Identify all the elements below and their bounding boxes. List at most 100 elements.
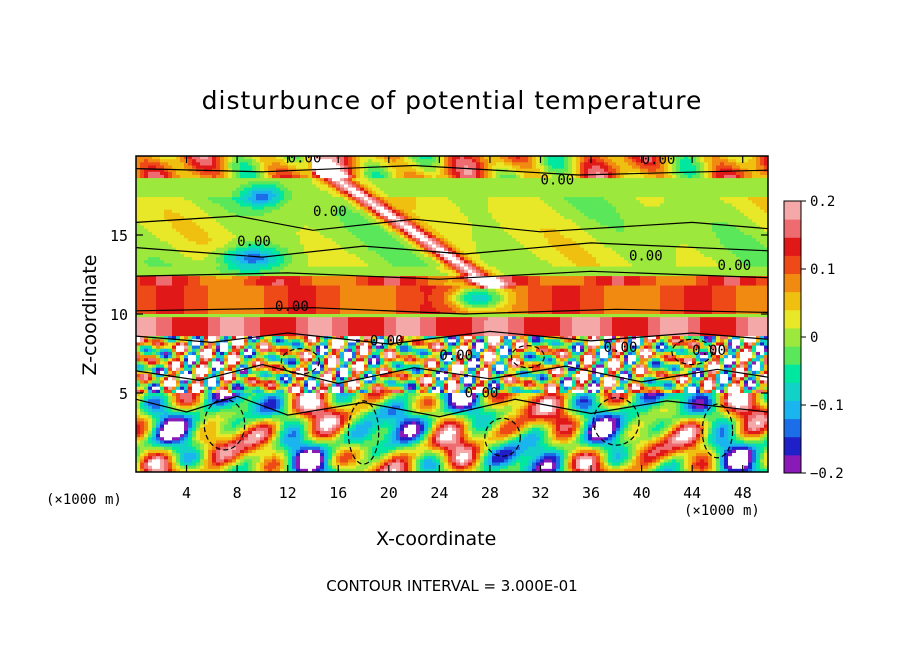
heatmap-cell <box>448 168 453 173</box>
heatmap-cell <box>232 209 237 214</box>
heatmap-cell <box>656 187 661 192</box>
heatmap-cell <box>456 174 461 179</box>
heatmap-cell <box>448 181 453 186</box>
heatmap-cell <box>540 238 545 242</box>
heatmap-cell <box>176 231 181 236</box>
heatmap-cell <box>700 187 705 192</box>
heatmap-cell <box>188 228 193 233</box>
heatmap-cell <box>224 184 229 189</box>
heatmap-cell <box>484 219 489 223</box>
heatmap-cell <box>476 209 481 214</box>
heatmap-cell <box>736 238 741 242</box>
heatmap-cell <box>376 193 381 198</box>
heatmap-cell <box>740 165 745 170</box>
heatmap-cell <box>492 178 497 182</box>
heatmap-cell <box>424 216 429 220</box>
heatmap-cell <box>180 206 185 211</box>
heatmap-cell <box>392 174 397 179</box>
heatmap-cell <box>220 235 225 239</box>
heatmap-cell <box>644 225 649 230</box>
heatmap-cell <box>432 159 437 163</box>
heatmap-cell <box>212 159 217 163</box>
heatmap-cell <box>356 231 361 236</box>
heatmap-cell <box>332 165 337 170</box>
heatmap-cell <box>308 253 313 258</box>
heatmap-cell <box>736 209 741 214</box>
heatmap-cell <box>696 159 701 163</box>
heatmap-cell <box>140 219 145 223</box>
heatmap-cell <box>368 181 373 186</box>
heatmap-cell <box>656 219 661 223</box>
heatmap-cell <box>460 193 465 198</box>
heatmap-cell <box>728 238 733 242</box>
heatmap-cell <box>392 244 397 249</box>
heatmap-cell <box>404 193 409 198</box>
heatmap-cell <box>752 238 757 242</box>
heatmap-cell <box>580 190 585 195</box>
heatmap-cell <box>608 187 613 192</box>
heatmap-cell <box>244 247 249 252</box>
heatmap-cell <box>344 181 349 186</box>
heatmap-cell <box>560 235 565 239</box>
heatmap-cell <box>364 225 369 230</box>
heatmap-cell <box>608 216 613 220</box>
heatmap-cell <box>176 212 181 217</box>
heatmap-cell <box>604 174 609 179</box>
heatmap-cell <box>184 231 189 236</box>
heatmap-cell <box>232 225 237 230</box>
heatmap-cell <box>756 219 761 223</box>
heatmap-cell <box>288 231 293 236</box>
heatmap-cell <box>692 228 697 233</box>
heatmap-cell <box>440 247 445 252</box>
heatmap-cell <box>652 178 657 182</box>
heatmap-cell <box>336 241 341 246</box>
heatmap-cell <box>736 206 741 211</box>
heatmap-cell <box>240 181 245 186</box>
heatmap-cell <box>636 187 641 192</box>
heatmap-cell <box>760 165 765 170</box>
heatmap-cell <box>280 190 285 195</box>
heatmap-cell <box>404 165 409 170</box>
heatmap-cell <box>424 235 429 239</box>
heatmap-cell <box>600 174 605 179</box>
heatmap-cell <box>624 212 629 217</box>
heatmap-cell <box>468 241 473 246</box>
heatmap-cell <box>692 193 697 198</box>
heatmap-cell <box>384 244 389 249</box>
heatmap-cell <box>616 241 621 246</box>
heatmap-cell <box>332 168 337 173</box>
heatmap-cell <box>760 231 765 236</box>
heatmap-cell <box>388 238 393 242</box>
heatmap-cell <box>696 206 701 211</box>
heatmap-cell <box>664 241 669 246</box>
heatmap-cell <box>148 159 153 163</box>
heatmap-cell <box>264 241 269 246</box>
heatmap-cell <box>444 241 449 246</box>
heatmap-cell <box>620 193 625 198</box>
heatmap-cell <box>516 187 521 192</box>
heatmap-cell <box>652 216 657 220</box>
heatmap-cell <box>628 187 633 192</box>
heatmap-cell <box>376 174 381 179</box>
heatmap-cell <box>576 193 581 198</box>
heatmap-cell <box>596 190 601 195</box>
heatmap-cell <box>568 247 573 252</box>
heatmap-cell <box>600 219 605 223</box>
heatmap-cell <box>532 171 537 176</box>
heatmap-cell <box>208 244 213 249</box>
heatmap-cell <box>496 209 501 214</box>
heatmap-cell <box>724 187 729 192</box>
heatmap-cell <box>560 190 565 195</box>
heatmap-cell <box>360 174 365 179</box>
heatmap-cell <box>744 206 749 211</box>
heatmap-cell <box>452 216 457 220</box>
heatmap-cell <box>260 247 265 252</box>
heatmap-cell <box>312 206 317 211</box>
heatmap-cell <box>568 200 573 204</box>
heatmap-cell <box>568 238 573 242</box>
heatmap-cell <box>444 187 449 192</box>
heatmap-cell <box>488 184 493 189</box>
heatmap-cell <box>576 225 581 230</box>
heatmap-cell <box>476 247 481 252</box>
heatmap-cell <box>440 184 445 189</box>
